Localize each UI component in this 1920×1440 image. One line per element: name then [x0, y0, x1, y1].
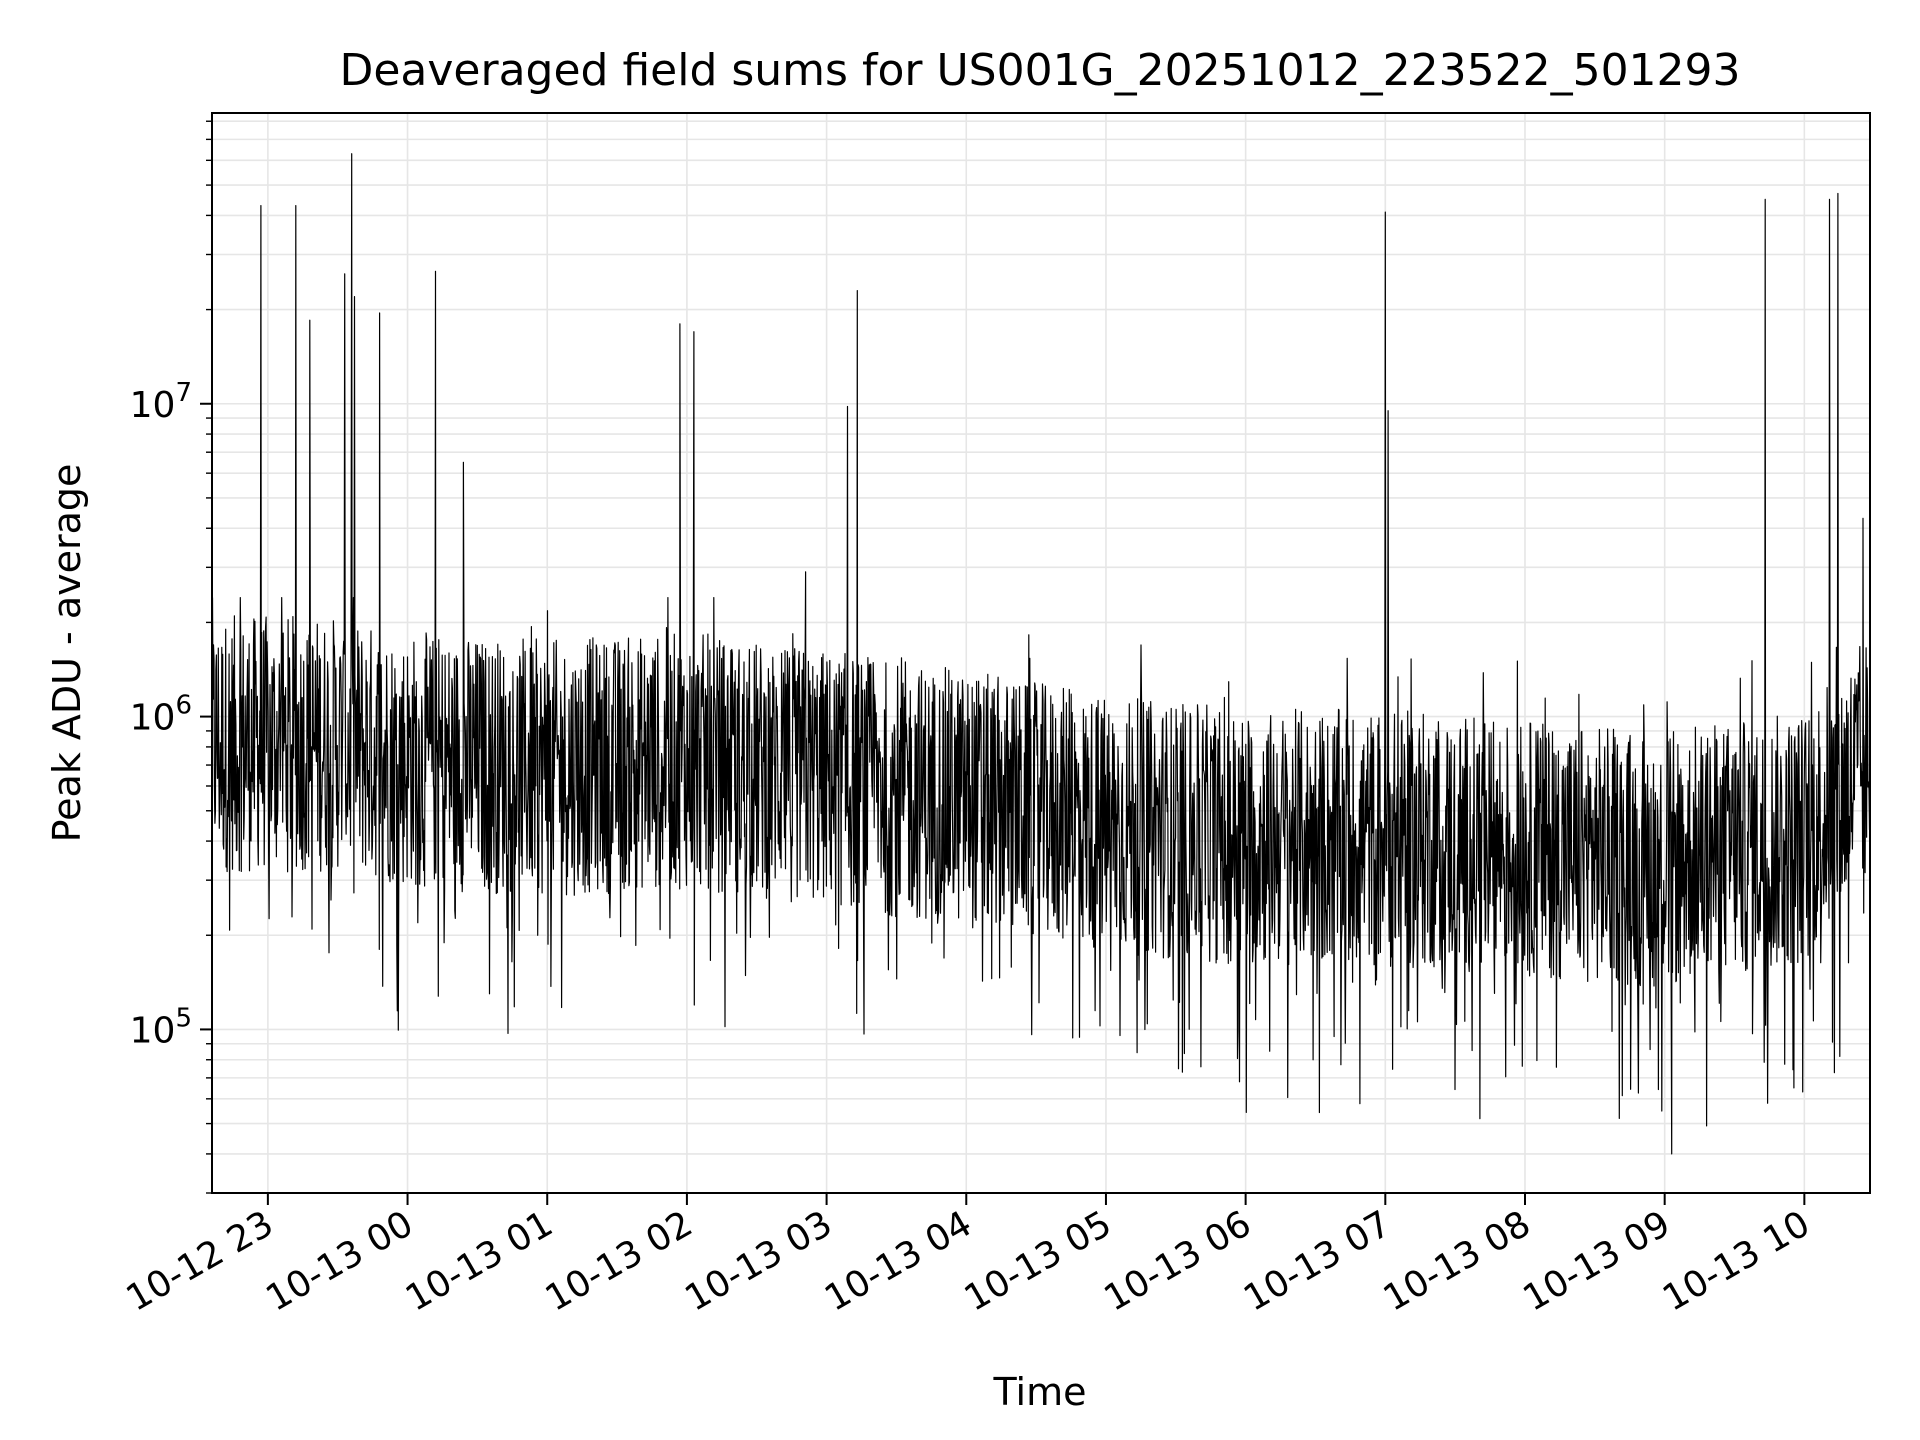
chart-title: Deaveraged field sums for US001G_2025101…: [339, 45, 1740, 96]
y-tick-exponent: 5: [175, 1003, 192, 1033]
y-tick-base: 10: [130, 698, 176, 739]
y-tick-exponent: 6: [175, 691, 192, 721]
series-line: [211, 153, 1871, 1155]
y-tick-label: 106: [130, 691, 192, 739]
y-tick-base: 10: [130, 1010, 176, 1051]
y-tick-base: 10: [130, 385, 176, 426]
y-tick-label: 107: [130, 378, 192, 426]
plot-frame: [211, 112, 1871, 1194]
x-axis-label: Time: [993, 1370, 1087, 1414]
y-axis-label: Peak ADU - average: [45, 464, 89, 843]
y-tick-exponent: 7: [175, 378, 192, 408]
y-tick-label: 105: [130, 1003, 192, 1051]
